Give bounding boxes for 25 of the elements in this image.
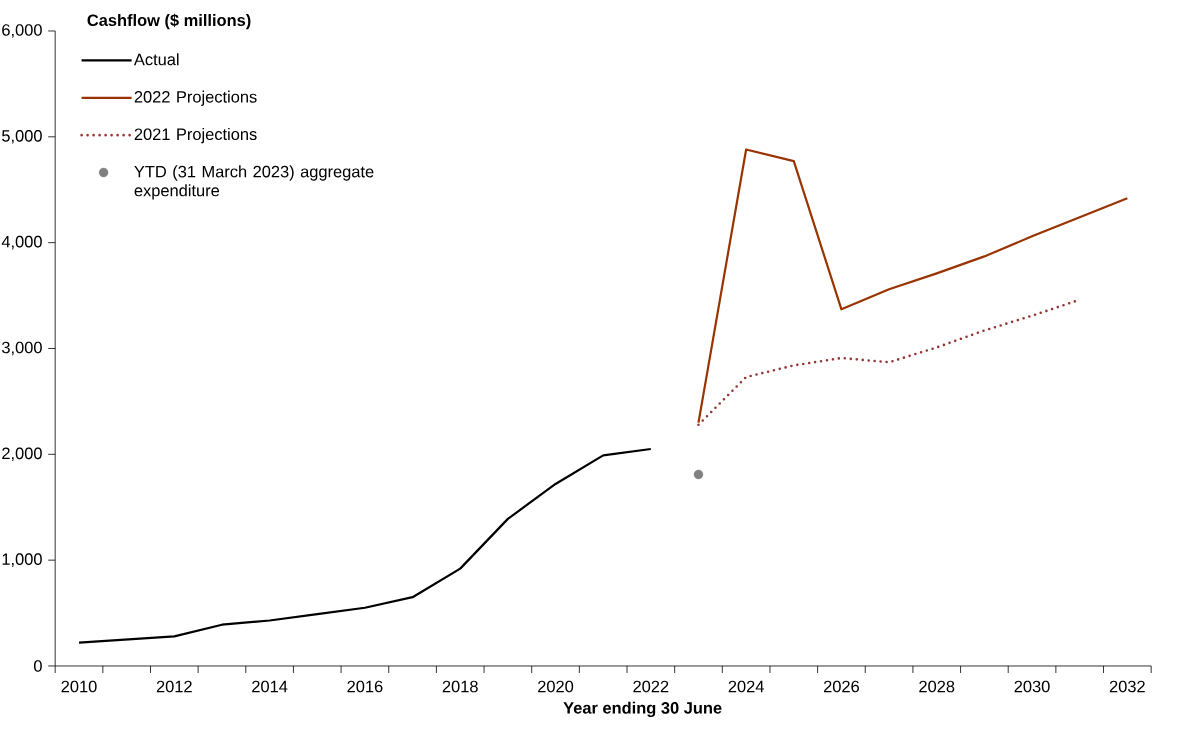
x-axis-title: Year ending 30 June <box>563 701 722 718</box>
y-tick-label: 1,000 <box>2 553 42 567</box>
x-tick-label: 2022 <box>633 680 669 693</box>
y-tick-label: 4,000 <box>1 235 42 250</box>
x-tick-label: 2024 <box>728 680 764 693</box>
y-tick-label: 3,000 <box>1 341 42 356</box>
x-tick-label: 2010 <box>61 680 97 693</box>
x-tick-label: 2018 <box>442 680 478 693</box>
y-tick-label: 0 <box>34 660 42 672</box>
x-tick-label: 2032 <box>1109 680 1145 693</box>
y-axis-title: Cashflow ($ millions) <box>87 13 251 30</box>
x-tick-label: 2016 <box>347 680 383 693</box>
legend-label: 2021 Projections <box>134 127 257 144</box>
x-tick-label: 2012 <box>156 680 192 693</box>
y-tick-label: 5,000 <box>2 130 42 144</box>
y-tick-label: 2,000 <box>2 447 42 462</box>
x-tick-label: 2028 <box>919 680 955 693</box>
legend-label: YTD (31 March 2023) aggregate expenditure <box>134 165 374 200</box>
x-tick-label: 2026 <box>823 680 859 693</box>
y-tick-label: 6,000 <box>2 24 42 38</box>
x-tick-label: 2014 <box>252 680 288 693</box>
x-tick-label: 2020 <box>538 680 574 693</box>
x-tick-label: 2030 <box>1014 680 1050 693</box>
legend-label: 2022 Projections <box>134 90 257 106</box>
legend-label: Actual <box>133 53 179 66</box>
